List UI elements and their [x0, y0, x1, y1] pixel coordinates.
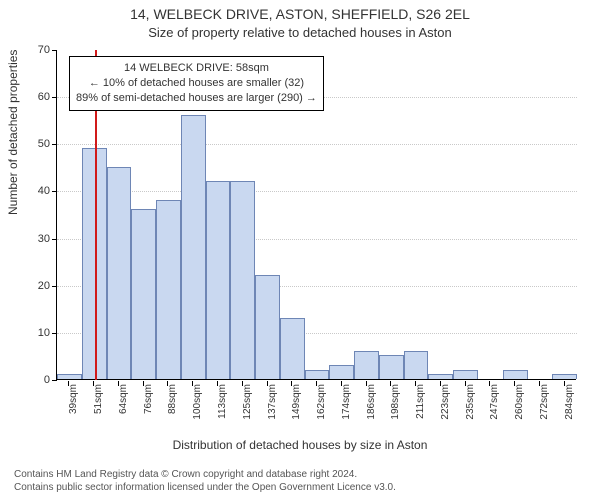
x-tick-label: 174sqm: [341, 384, 352, 420]
x-tick-labels: 39sqm 51sqm 64sqm 76sqm 88sqm 100sqm 113sqm 125…: [56, 382, 576, 432]
bar: [181, 115, 206, 379]
footer-line-1: Contains HM Land Registry data © Crown c…: [14, 469, 396, 482]
bar: [503, 370, 528, 379]
bar: [453, 370, 478, 379]
x-tick-label: 223sqm: [440, 384, 451, 420]
x-tick-label: 247sqm: [489, 384, 500, 420]
annotation-line: 14 WELBECK DRIVE: 58sqm: [76, 61, 317, 76]
footer-attribution: Contains HM Land Registry data © Crown c…: [14, 469, 396, 494]
chart-area: 14 WELBECK DRIVE: 58sqm← 10% of detached…: [56, 50, 576, 410]
annotation-line: ← 10% of detached houses are smaller (32…: [76, 76, 317, 91]
y-tick-label: 10: [22, 327, 50, 339]
x-axis-label: Distribution of detached houses by size …: [0, 438, 600, 452]
bar: [131, 209, 156, 379]
y-tick-label: 70: [22, 44, 50, 56]
page-title: 14, WELBECK DRIVE, ASTON, SHEFFIELD, S26…: [0, 0, 600, 23]
x-tick-label: 88sqm: [167, 384, 178, 414]
bar: [57, 374, 82, 379]
x-tick-label: 137sqm: [267, 384, 278, 420]
x-tick-label: 51sqm: [93, 384, 104, 414]
x-tick-label: 125sqm: [242, 384, 253, 420]
x-tick-label: 100sqm: [192, 384, 203, 420]
x-tick-label: 260sqm: [514, 384, 525, 420]
page-subtitle: Size of property relative to detached ho…: [0, 23, 600, 41]
y-tick-label: 60: [22, 91, 50, 103]
y-tick-label: 30: [22, 233, 50, 245]
bar: [552, 374, 577, 379]
y-tick-label: 20: [22, 280, 50, 292]
y-tick-label: 50: [22, 138, 50, 150]
x-tick-label: 76sqm: [143, 384, 154, 414]
x-tick-label: 186sqm: [366, 384, 377, 420]
footer-line-2: Contains public sector information licen…: [14, 482, 396, 495]
x-tick-label: 284sqm: [564, 384, 575, 420]
x-tick-label: 235sqm: [465, 384, 476, 420]
bar: [428, 374, 453, 379]
y-axis-label: Number of detached properties: [6, 50, 20, 215]
x-tick-label: 113sqm: [217, 384, 228, 419]
bar: [354, 351, 379, 379]
bar: [255, 275, 280, 379]
bar: [305, 370, 330, 379]
bar: [206, 181, 231, 379]
x-tick-label: 64sqm: [118, 384, 129, 414]
x-tick-label: 39sqm: [68, 384, 79, 414]
bar: [156, 200, 181, 379]
y-tick-label: 0: [22, 374, 50, 386]
x-tick-label: 162sqm: [316, 384, 327, 420]
bar: [280, 318, 305, 379]
y-tick-label: 40: [22, 185, 50, 197]
annotation-line: 89% of semi-detached houses are larger (…: [76, 91, 317, 106]
bar: [82, 148, 107, 379]
bar: [230, 181, 255, 379]
annotation-box: 14 WELBECK DRIVE: 58sqm← 10% of detached…: [69, 56, 324, 111]
x-tick-label: 198sqm: [390, 384, 401, 420]
x-tick-label: 211sqm: [415, 384, 426, 419]
bar: [107, 167, 132, 379]
bar: [329, 365, 354, 379]
bar: [404, 351, 429, 379]
x-tick-label: 272sqm: [539, 384, 550, 420]
bar: [379, 355, 404, 379]
x-tick-label: 149sqm: [291, 384, 302, 420]
